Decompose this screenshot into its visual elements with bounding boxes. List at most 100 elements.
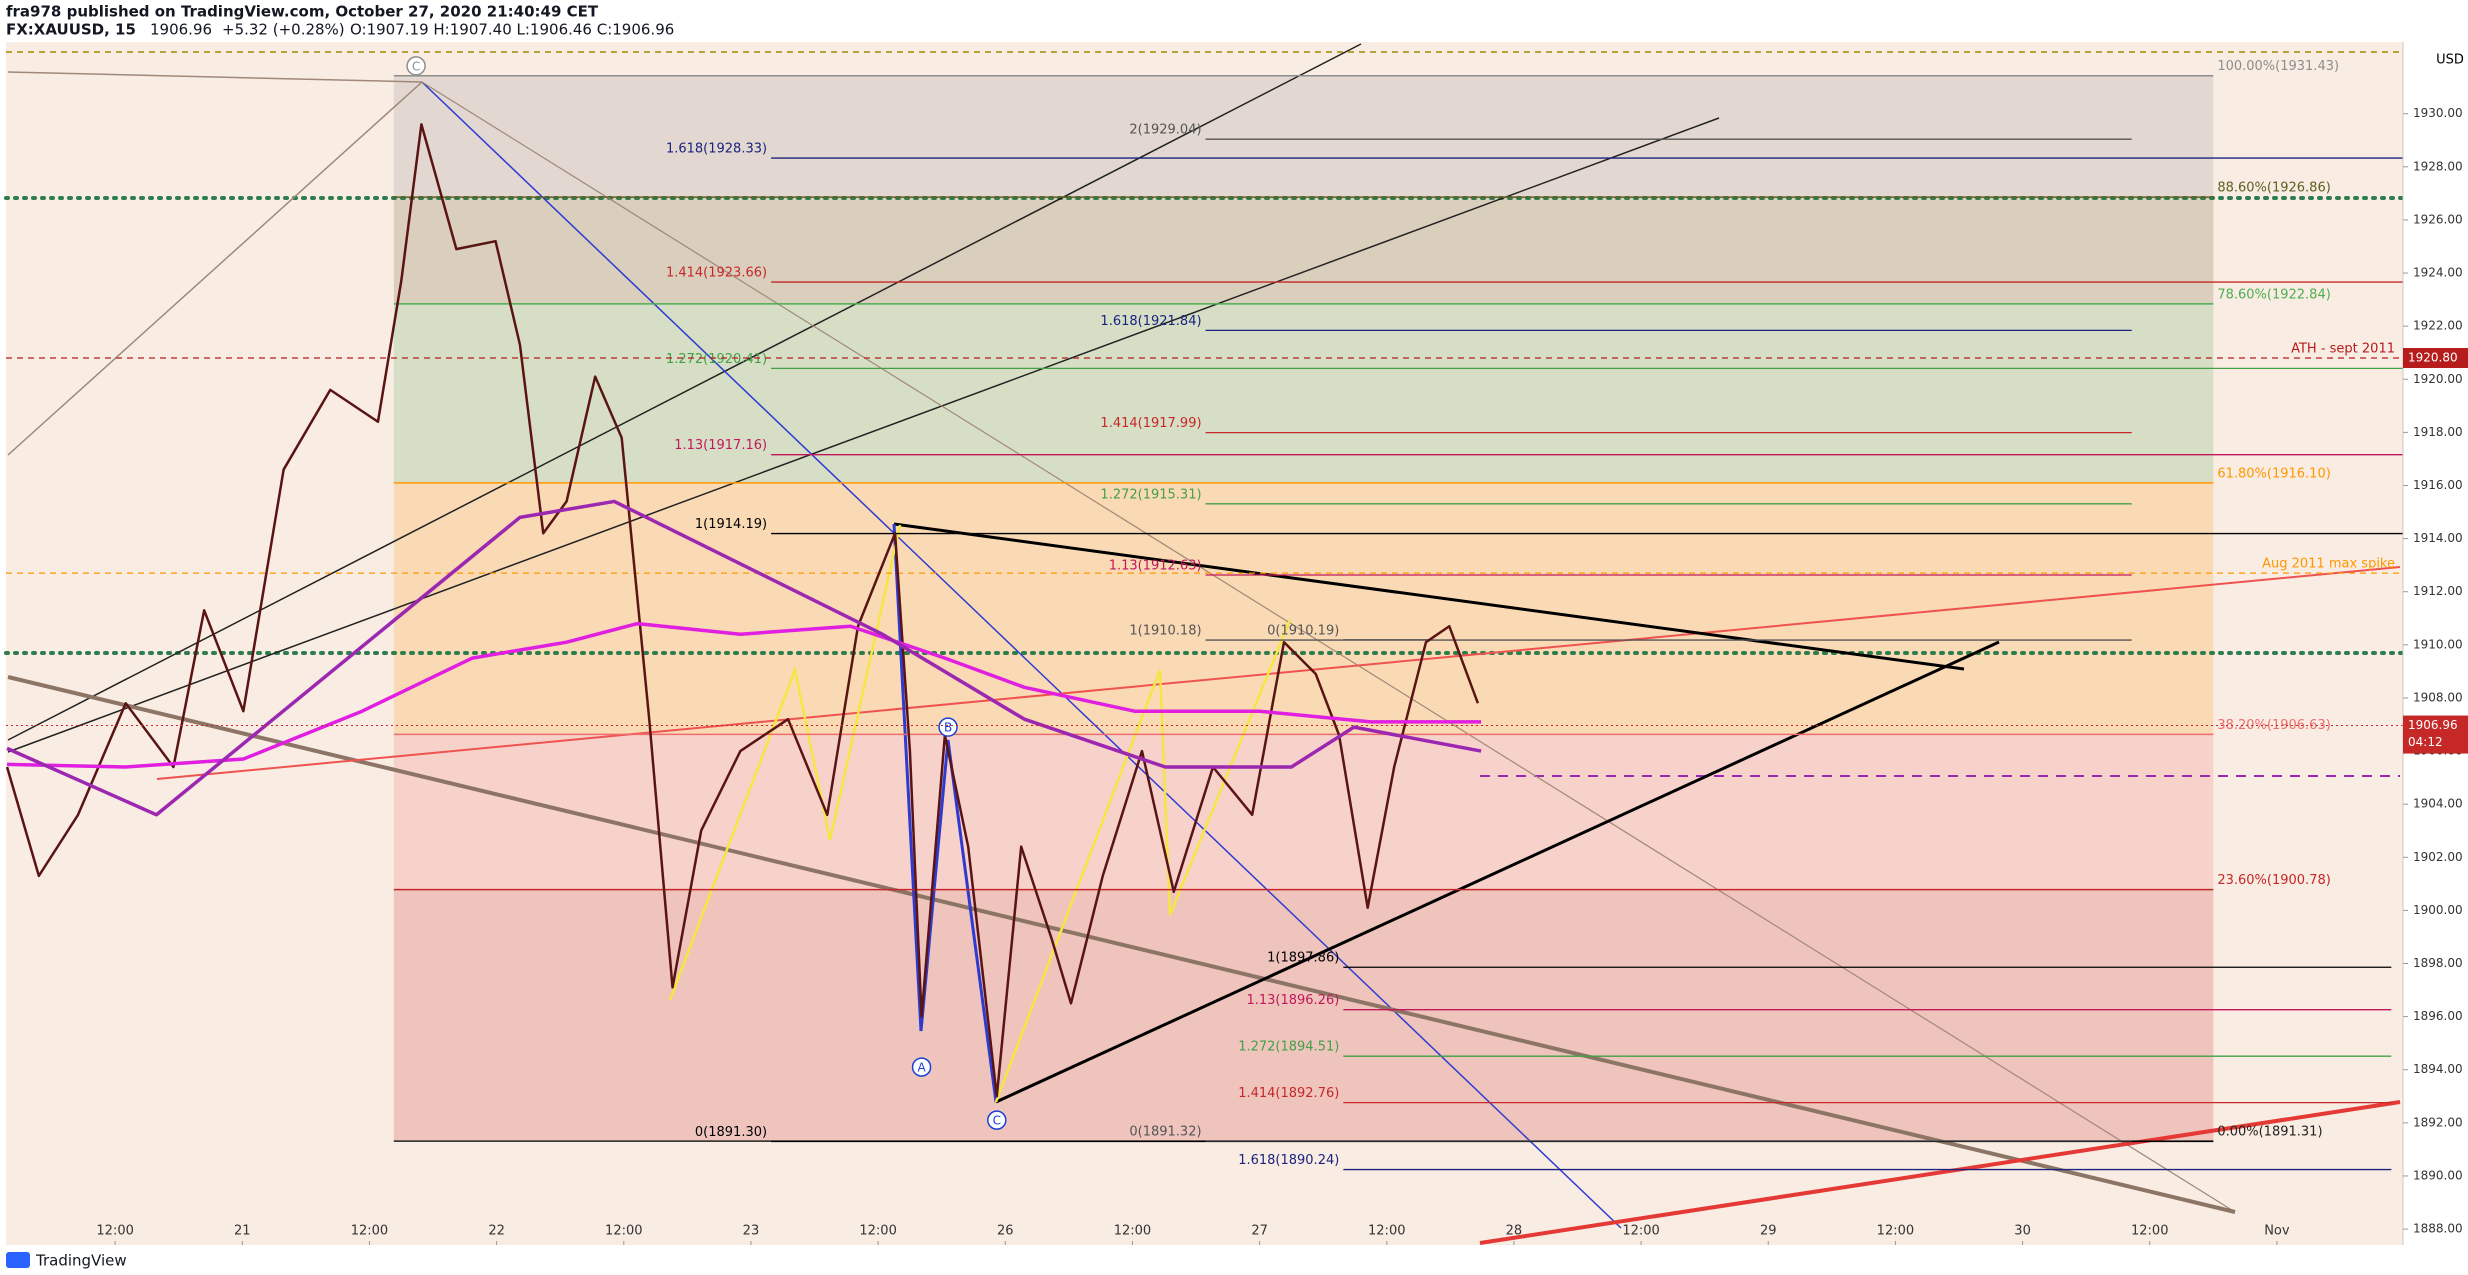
y-tick-label: 1910.00 [2413, 637, 2463, 651]
price-line [7, 621, 1482, 769]
triangle-line [893, 522, 1965, 671]
x-tick-label: 27 [1251, 1224, 1268, 1239]
x-tick-label: 12:00 [2131, 1224, 2168, 1239]
y-tick-label: 1888.00 [2413, 1222, 2463, 1236]
trendline [421, 81, 1622, 1229]
y-tick-label: 1894.00 [2413, 1062, 2463, 1076]
marks: 100.00%(1931.43) 88.60%(1926.86) 78.60%(19… [5, 56, 2403, 1171]
trendline [7, 675, 2236, 1214]
fib-extension-label: 1.414(1923.66) [666, 266, 767, 281]
x-tick-label: 12:00 [1368, 1224, 1405, 1239]
level-label: Aug 2011 max spike [2262, 557, 2395, 572]
fib-extension-label: 1.272(1915.31) [1100, 487, 1201, 502]
axis-labels: 1888.00 1890.00 1892.00 1894.00 1896.00 1898.… [96, 106, 2468, 1245]
y-tick-label: 1926.00 [2413, 212, 2463, 226]
drawings [4, 43, 2405, 1245]
x-tick-label: 12:00 [96, 1224, 133, 1239]
fib-zone [393, 197, 2214, 304]
fib-extension-label: 1.414(1917.99) [1100, 416, 1201, 431]
price-tag [2403, 348, 2468, 369]
x-tick-label: 30 [2014, 1224, 2031, 1239]
x-tick-label: 12:00 [605, 1224, 642, 1239]
currency: USD [2436, 53, 2464, 68]
wave-label: B [944, 721, 952, 735]
triangle-line [995, 640, 2000, 1104]
fib-label: 78.60%(1922.84) [2217, 287, 2330, 302]
trendline [7, 71, 423, 83]
wave-label: C [412, 59, 420, 73]
fib-extension-label: 1.272(1920.41) [666, 352, 767, 367]
header-ohlc: O:1907.19 H:1907.40 L:1906.46 C:1906.96 [350, 21, 674, 39]
fib-extension-label: 0(1910.19) [1267, 623, 1339, 638]
fib-label: 23.60%(1900.78) [2217, 873, 2330, 888]
y-tick-label: 1898.00 [2413, 956, 2463, 970]
fib-extension-label: 1(1914.19) [695, 517, 767, 532]
x-tick-label: 23 [743, 1224, 760, 1239]
published-line: fra978 published on TradingView.com, Oct… [6, 3, 599, 21]
fib-label: 88.60%(1926.86) [2217, 181, 2330, 196]
price-line [5, 123, 1480, 1098]
y-tick-label: 1914.00 [2413, 531, 2463, 545]
wave-marker [987, 1110, 1007, 1130]
fib-extension-label: 0(1891.32) [1129, 1124, 1201, 1139]
wave-marker [938, 717, 958, 737]
y-tick-label: 1896.00 [2413, 1009, 2463, 1023]
fib-extension-label: 1.618(1921.84) [1100, 314, 1201, 329]
y-tick-label: 1904.00 [2413, 797, 2463, 811]
trendline [7, 81, 423, 456]
x-tick-label: 28 [1506, 1224, 1523, 1239]
wave-label: C [993, 1114, 1001, 1128]
y-tick-label: 1890.00 [2413, 1168, 2463, 1182]
y-tick-label: 1918.00 [2413, 425, 2463, 439]
x-tick-label: 12:00 [859, 1224, 896, 1239]
trendline [7, 43, 1362, 741]
fib-zones [393, 75, 2214, 1142]
trendline [421, 81, 2236, 1213]
fib-extension-label: 1.13(1917.16) [674, 438, 767, 453]
wave-label: A [917, 1061, 926, 1075]
y-tick-label: 1928.00 [2413, 159, 2463, 173]
x-tick-label: 12:00 [1114, 1224, 1151, 1239]
fib-extension-label: 1.618(1928.33) [666, 142, 767, 157]
last-price-label: 1906.96 [2408, 718, 2458, 732]
level-label: ATH - sept 2011 [2291, 342, 2395, 357]
fib-extension-label: 1.414(1892.76) [1238, 1086, 1339, 1101]
x-tick-label: 12:00 [1622, 1224, 1659, 1239]
trendline [7, 117, 1720, 753]
x-tick-label: 21 [234, 1224, 251, 1239]
countdown-label: 04:12 [2408, 735, 2443, 749]
y-tick-label: 1920.00 [2413, 372, 2463, 386]
y-tick-label: 1924.00 [2413, 266, 2463, 280]
brand: TradingView [35, 1252, 127, 1270]
fib-extension-label: 1.272(1894.51) [1238, 1040, 1339, 1055]
price-axis [2403, 0, 2468, 1275]
y-tick-label: 1922.00 [2413, 319, 2463, 333]
fib-extension-label: 0(1891.30) [695, 1125, 767, 1140]
y-tick-label: 1908.00 [2413, 690, 2463, 704]
fib-label: 61.80%(1916.10) [2217, 466, 2330, 481]
wave-zigzag [668, 524, 902, 1001]
last-price-tag [2403, 715, 2468, 754]
fib-label: 0.00%(1891.31) [2217, 1125, 2322, 1140]
price-tag-label: 1920.80 [2408, 351, 2458, 365]
fib-zone [393, 303, 2214, 483]
y-tick-label: 1892.00 [2413, 1115, 2463, 1129]
fib-zone [393, 482, 2214, 735]
header-last: 1906.96 [150, 21, 212, 39]
fib-label: 100.00%(1931.43) [2217, 59, 2339, 74]
x-tick-label: 12:00 [351, 1224, 388, 1239]
x-tick-label: 12:00 [1877, 1224, 1914, 1239]
price-line [6, 499, 1482, 817]
fib-extension-label: 1(1910.18) [1129, 624, 1201, 639]
y-tick-label: 1930.00 [2413, 106, 2463, 120]
x-tick-label: 29 [1760, 1224, 1777, 1239]
fib-extension-label: 2(1929.04) [1129, 123, 1201, 138]
trendline [1479, 1100, 2401, 1245]
wave-marker [911, 1057, 932, 1077]
wave-marker [406, 56, 426, 76]
y-tick-label: 1900.00 [2413, 903, 2463, 917]
logo [6, 1252, 30, 1268]
x-tick-label: 22 [488, 1224, 505, 1239]
y-tick-label: 1916.00 [2413, 478, 2463, 492]
